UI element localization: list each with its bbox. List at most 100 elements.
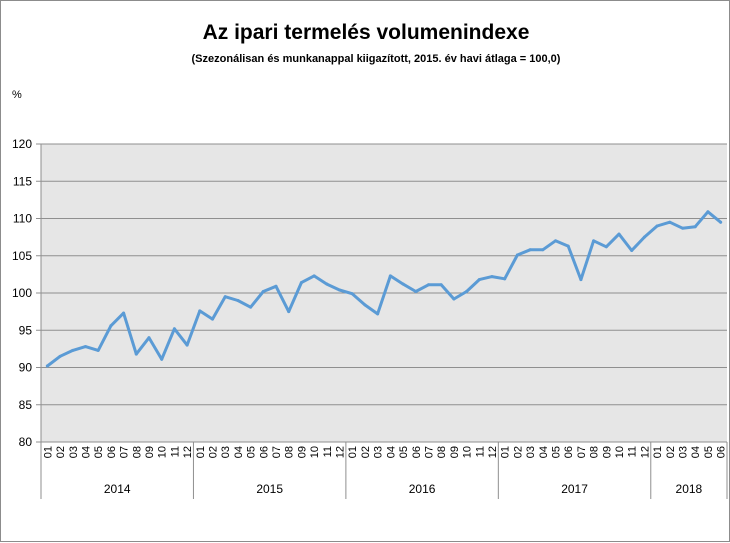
- data-point: [465, 290, 469, 294]
- x-year-label: 2017: [561, 482, 588, 496]
- x-tick-label-month: 02: [512, 446, 524, 458]
- data-point: [363, 303, 367, 307]
- x-tick-label-month: 04: [690, 446, 702, 458]
- y-tick-label: 120: [12, 137, 32, 151]
- x-tick-label-month: 05: [246, 446, 258, 458]
- x-year-label: 2014: [104, 482, 131, 496]
- data-point: [388, 274, 392, 278]
- x-tick-label-month: 10: [157, 446, 169, 458]
- data-point: [604, 245, 608, 249]
- x-tick-label-month: 08: [589, 446, 601, 458]
- x-tick-label-month: 03: [525, 446, 537, 458]
- y-tick-label: 115: [13, 174, 32, 188]
- data-point: [541, 248, 545, 252]
- x-tick-label-month: 03: [220, 446, 232, 458]
- x-tick-label-month: 11: [322, 446, 334, 457]
- data-point: [249, 305, 253, 309]
- data-point: [83, 345, 87, 349]
- x-tick-label-month: 09: [296, 446, 308, 458]
- x-tick-label-month: 06: [716, 446, 728, 458]
- data-point: [350, 292, 354, 296]
- x-tick-label-month: 07: [576, 446, 588, 458]
- data-point: [325, 282, 329, 286]
- x-tick-label-month: 10: [614, 446, 626, 458]
- x-tick-label-month: 11: [169, 446, 181, 457]
- data-point: [96, 348, 100, 352]
- x-tick-label-month: 04: [385, 446, 397, 458]
- data-point: [122, 311, 126, 315]
- x-tick-label-month: 05: [398, 446, 410, 458]
- data-point: [261, 290, 265, 294]
- x-tick-label-month: 01: [42, 446, 54, 458]
- data-point: [719, 220, 723, 224]
- x-tick-label-month: 05: [93, 446, 105, 458]
- x-tick-label-month: 05: [703, 446, 715, 458]
- x-year-label: 2018: [676, 482, 703, 496]
- x-tick-label-month: 09: [449, 446, 461, 458]
- y-tick-label: 105: [12, 249, 32, 263]
- chart-subtitle: (Szezonálisan és munkanappal kiigazított…: [191, 53, 561, 65]
- x-tick-label-month: 06: [106, 446, 118, 458]
- data-point: [490, 275, 494, 279]
- data-point: [566, 244, 570, 248]
- x-tick-label-month: 01: [347, 446, 359, 458]
- x-tick-label-month: 06: [563, 446, 575, 458]
- data-point: [71, 348, 75, 352]
- data-point: [592, 239, 596, 243]
- x-tick-label-month: 02: [360, 446, 372, 458]
- data-point: [274, 284, 278, 288]
- x-tick-label-month: 07: [423, 446, 435, 458]
- data-point: [299, 281, 303, 285]
- x-tick-label-month: 02: [665, 446, 677, 458]
- data-point: [45, 364, 49, 368]
- x-tick-label-month: 09: [601, 446, 613, 458]
- x-tick-label-month: 07: [119, 446, 131, 458]
- x-tick-label-month: 08: [284, 446, 296, 458]
- data-point: [617, 232, 621, 236]
- data-point: [528, 248, 532, 252]
- x-tick-label-month: 03: [68, 446, 80, 458]
- x-tick-label-month: 07: [271, 446, 283, 458]
- data-point: [134, 352, 138, 356]
- data-point: [439, 283, 443, 287]
- x-tick-label-month: 05: [551, 446, 563, 458]
- x-year-label: 2016: [409, 482, 436, 496]
- data-point: [185, 343, 189, 347]
- data-point: [693, 225, 697, 229]
- x-tick-label-month: 01: [652, 446, 664, 458]
- x-tick-label-month: 04: [80, 446, 92, 458]
- data-point: [642, 235, 646, 239]
- data-point: [515, 253, 519, 257]
- data-point: [172, 327, 176, 331]
- x-tick-label-month: 12: [639, 446, 651, 458]
- x-tick-label-month: 10: [462, 446, 474, 458]
- data-point: [579, 278, 583, 282]
- y-tick-label: 95: [19, 323, 33, 337]
- x-tick-label-month: 03: [373, 446, 385, 458]
- x-tick-label-month: 04: [538, 446, 550, 458]
- x-tick-label-month: 12: [335, 446, 347, 458]
- x-tick-label-month: 02: [208, 446, 220, 458]
- x-tick-label-month: 03: [678, 446, 690, 458]
- x-tick-label-month: 10: [309, 446, 321, 458]
- series-line: [45, 210, 723, 368]
- x-tick-label-month: 01: [195, 446, 207, 458]
- y-tick-label: 100: [12, 286, 32, 300]
- data-point: [452, 297, 456, 301]
- chart-title: Az ipari termelés volumenindexe: [202, 21, 530, 44]
- y-axis-unit-label: %: [12, 89, 22, 101]
- x-tick-label-month: 11: [627, 446, 639, 457]
- data-point: [338, 288, 342, 292]
- data-point: [58, 354, 62, 358]
- x-tick-label-month: 11: [474, 446, 486, 457]
- data-point: [198, 309, 202, 313]
- y-tick-label: 80: [19, 435, 33, 449]
- data-point: [655, 224, 659, 228]
- data-point: [160, 357, 164, 361]
- x-tick-label-month: 01: [500, 446, 512, 458]
- data-point: [681, 226, 685, 230]
- x-tick-label-month: 12: [182, 446, 194, 458]
- x-tick-label-month: 12: [487, 446, 499, 458]
